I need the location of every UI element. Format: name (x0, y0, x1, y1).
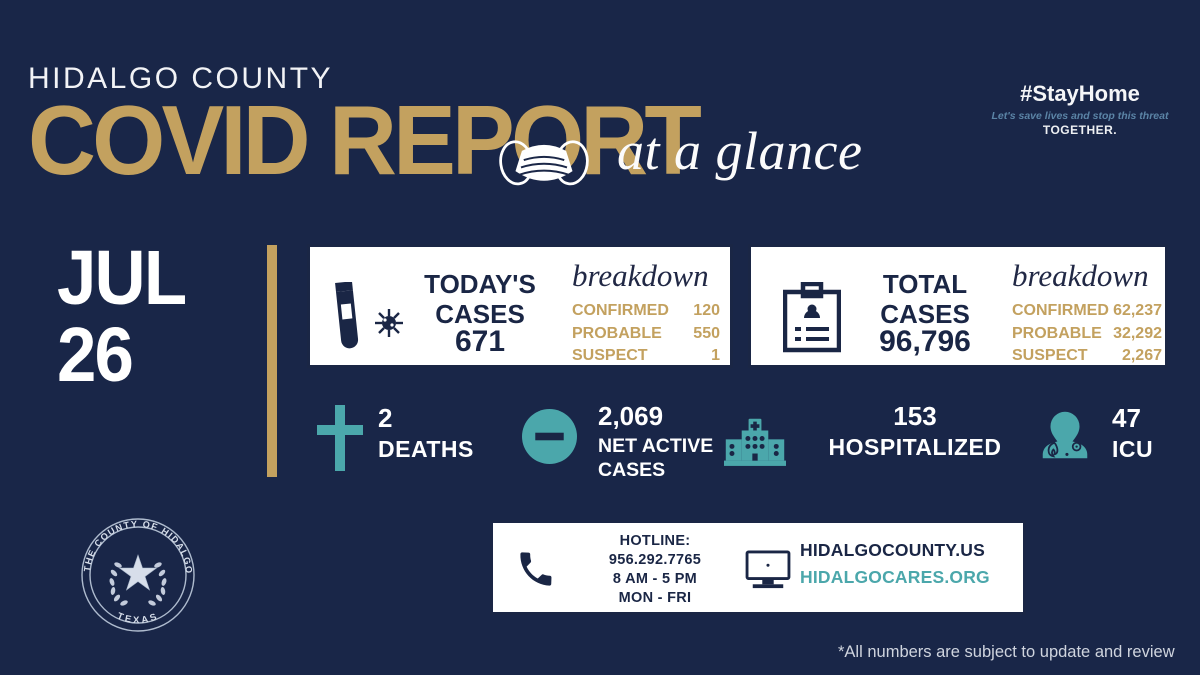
svg-text:TEXAS: TEXAS (115, 611, 160, 626)
